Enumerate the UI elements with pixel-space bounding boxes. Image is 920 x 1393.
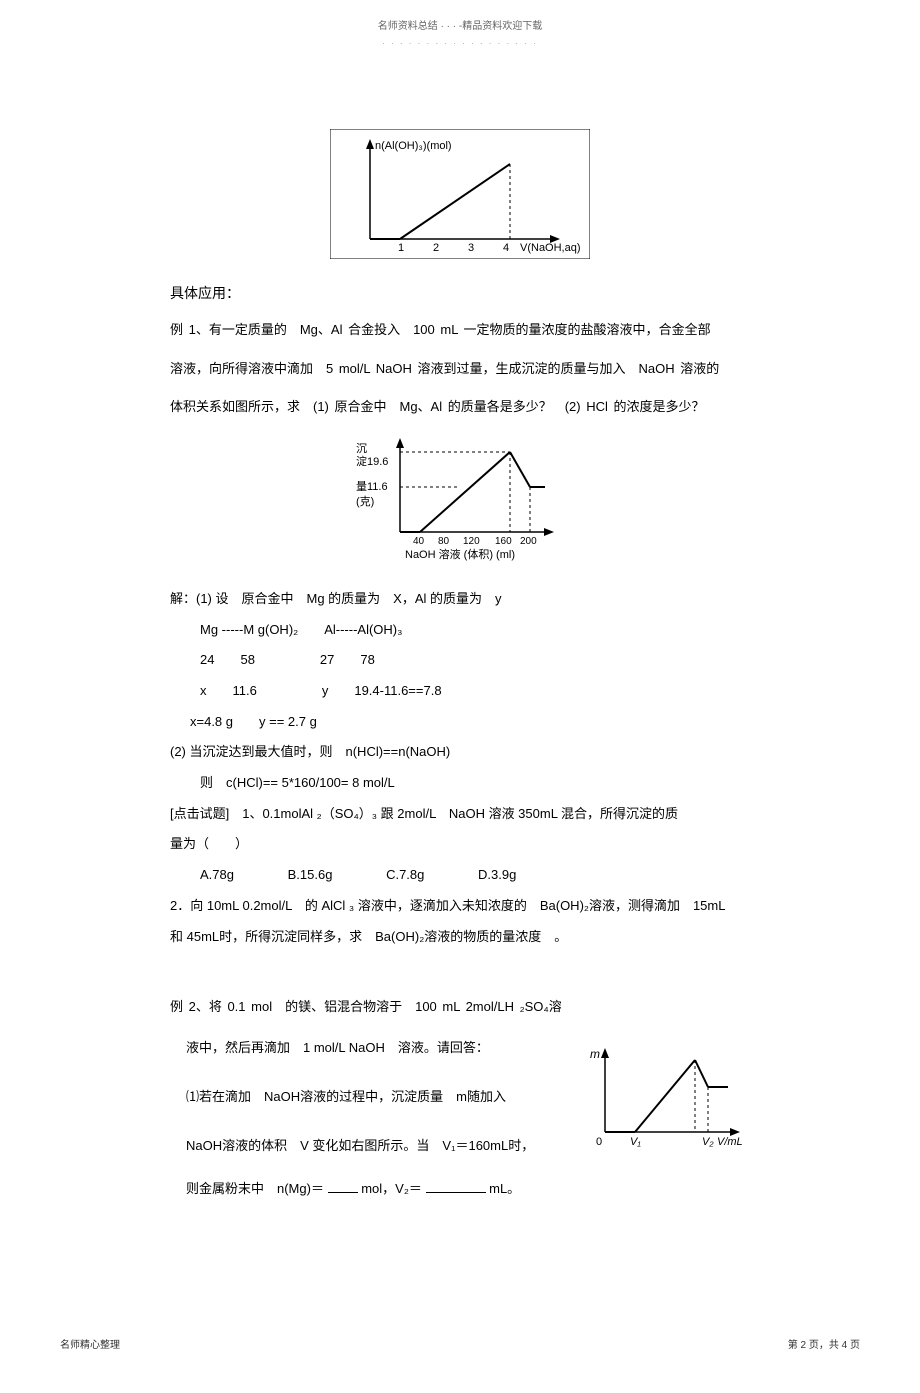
page-root: 名师资料总结 · · · -精品资料欢迎下载 · · · · · · · · ·… xyxy=(0,0,920,1393)
figure-2: 沉 淀19.6 量11.6 (克) 40 80 120 160 200 NaOH… xyxy=(170,432,750,567)
section-title: 具体应用： xyxy=(170,284,750,304)
figure-2-svg: 沉 淀19.6 量11.6 (克) 40 80 120 160 200 NaOH… xyxy=(350,432,570,562)
fig3-xlabel: V/mL xyxy=(717,1136,743,1148)
fig2-yl4: (克) xyxy=(356,495,374,508)
click-title: [点击试题] 1、0.1molAl ₂（SO₄）₃ 跟 2mol/L NaOH … xyxy=(170,802,750,827)
ex2-l4: NaOH溶液的体积 V 变化如右图所示。当 V₁＝160mL时， xyxy=(186,1130,560,1161)
fig1-tick-4: 4 xyxy=(503,242,509,254)
sol-l5: x=4.8 g y == 2.7 g xyxy=(190,710,750,735)
sol-l3: 24 58 27 78 xyxy=(200,648,750,673)
opt-a: A.78g xyxy=(200,867,234,882)
footer-right: 第 2 页，共 4 页 xyxy=(788,1339,860,1353)
ex1-line3: 体积关系如图所示，求 (1) 原合金中 Mg、Al 的质量各是多少？ (2) H… xyxy=(170,393,750,422)
ex2-l2: 液中，然后再滴加 1 mol/L NaOH 溶液。请回答： xyxy=(186,1032,560,1063)
fig1-tick-3: 3 xyxy=(468,242,474,254)
fig2-xt5: 200 xyxy=(520,536,537,547)
footer: 名师精心整理 第 2 页，共 4 页 xyxy=(0,1339,920,1353)
ex2-l5c: mL。 xyxy=(489,1181,520,1196)
ex1-line2: 溶液，向所得溶液中滴加 5 mol/L NaOH 溶液到过量，生成沉淀的质量与加… xyxy=(170,355,750,384)
footer-left: 名师精心整理 xyxy=(60,1339,120,1353)
fig3-ylabel: m xyxy=(590,1047,600,1061)
click-options: A.78g B.15.6g C.7.8g D.3.9g xyxy=(200,863,750,888)
opt-b: B.15.6g xyxy=(288,867,333,882)
fig1-ylabel: n(Al(OH)₃)(mol) xyxy=(375,140,452,152)
fig2-xlabel: NaOH 溶液 (体积) (ml) xyxy=(405,547,515,561)
fig2-xt3: 120 xyxy=(463,536,480,547)
fig2-yl1: 沉 xyxy=(356,442,367,455)
blank-1 xyxy=(328,1179,358,1193)
ex2-text: 液中，然后再滴加 1 mol/L NaOH 溶液。请回答： ⑴若在滴加 NaOH… xyxy=(170,1032,560,1162)
fig3-v1: V₁ xyxy=(630,1136,641,1148)
click-line2: 量为（ ） xyxy=(170,832,750,857)
fig2-xt4: 160 xyxy=(495,536,512,547)
figure-3-svg: m 0 V₁ V₂ V/mL xyxy=(580,1042,750,1152)
fig1-xlabel: V(NaOH,aq) xyxy=(520,242,581,254)
fig2-yl2: 淀19.6 xyxy=(356,454,388,468)
sol-l6: (2) 当沉淀达到最大值时，则 n(HCl)==n(NaOH) xyxy=(170,740,750,765)
header-top: 名师资料总结 · · · -精品资料欢迎下载 xyxy=(170,20,750,34)
ex2-l5a: 则金属粉末中 n(Mg)＝ xyxy=(186,1181,324,1196)
sol-l2: Mg -----M g(OH)₂ Al-----Al(OH)₃ xyxy=(200,618,750,643)
blank-2 xyxy=(426,1179,486,1193)
click-q2b: 和 45mL时，所得沉淀同样多，求 Ba(OH)₂溶液的物质的量浓度 。 xyxy=(170,925,750,950)
fig1-tick-1: 1 xyxy=(398,242,404,254)
ex2-l5b: mol，V₂＝ xyxy=(361,1181,422,1196)
ex1-line1: 例 1、有一定质量的 Mg、Al 合金投入 100 mL 一定物质的量浓度的盐酸… xyxy=(170,316,750,345)
fig2-yl3: 量11.6 xyxy=(356,480,388,493)
fig2-xt2: 80 xyxy=(438,536,450,547)
sol-l4: x 11.6 y 19.4-11.6==7.8 xyxy=(200,679,750,704)
fig1-tick-2: 2 xyxy=(433,242,439,254)
fig2-xt1: 40 xyxy=(413,536,425,547)
sol-l1: 解：(1) 设 原合金中 Mg 的质量为 X，Al 的质量为 y xyxy=(170,587,750,612)
ex2-l3: ⑴若在滴加 NaOH溶液的过程中，沉淀质量 m随加入 xyxy=(186,1081,560,1112)
ex2-title: 例 2、将 0.1 mol 的镁、铝混合物溶于 100 mL 2mol/LH ₂… xyxy=(170,993,750,1022)
opt-d: D.3.9g xyxy=(478,867,516,882)
figure-3: m 0 V₁ V₂ V/mL xyxy=(580,1042,750,1152)
fig3-origin: 0 xyxy=(596,1136,602,1148)
click-q2a: 2．向 10mL 0.2mol/L 的 AlCl ₃ 溶液中，逐滴加入未知浓度的… xyxy=(170,894,750,919)
ex2-l5: 则金属粉末中 n(Mg)＝ mol，V₂＝ mL。 xyxy=(186,1179,750,1198)
figure-1-svg: n(Al(OH)₃)(mol) 1 2 3 4 V(NaOH,aq) xyxy=(330,129,590,259)
figure-1: n(Al(OH)₃)(mol) 1 2 3 4 V(NaOH,aq) xyxy=(170,129,750,264)
ex2-row: 液中，然后再滴加 1 mol/L NaOH 溶液。请回答： ⑴若在滴加 NaOH… xyxy=(170,1032,750,1162)
opt-c: C.7.8g xyxy=(386,867,424,882)
fig3-v2: V₂ xyxy=(702,1136,714,1148)
header-dots: · · · · · · · · · · · · · · · · · · xyxy=(170,38,750,49)
sol-l7: 则 c(HCl)== 5*160/100= 8 mol/L xyxy=(200,771,750,796)
